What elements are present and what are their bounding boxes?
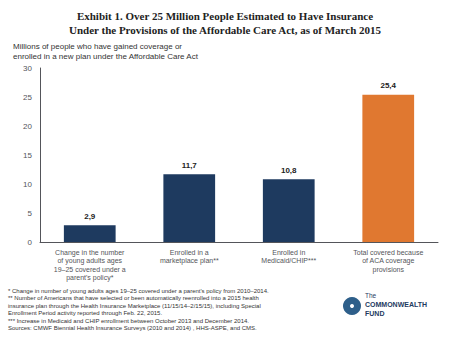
svg-text:insurance plan through the Hea: insurance plan through the Health Insura… [8, 303, 261, 309]
svg-text:5: 5 [28, 209, 33, 218]
svg-text:Medicaid/CHIP***: Medicaid/CHIP*** [261, 257, 316, 264]
svg-text:25,4: 25,4 [380, 81, 396, 90]
svg-text:0: 0 [28, 238, 33, 247]
svg-text:10,8: 10,8 [281, 166, 297, 175]
svg-text:10: 10 [23, 180, 32, 189]
svg-text:The: The [365, 292, 377, 299]
svg-text:2,9: 2,9 [84, 212, 96, 221]
svg-text:provisions: provisions [372, 266, 404, 274]
svg-text:Total covered because: Total covered because [353, 249, 423, 256]
svg-text:Enrolled in: Enrolled in [272, 249, 305, 256]
svg-text:Sources: CMWF Biennial Health: Sources: CMWF Biennial Health Insurance … [8, 325, 257, 331]
svg-text:15: 15 [23, 151, 32, 160]
svg-text:20: 20 [23, 122, 32, 131]
svg-text:Exhibit 1. Over 25 Million Peo: Exhibit 1. Over 25 Million People Estima… [77, 10, 373, 22]
svg-text:of young adults ages: of young adults ages [57, 257, 122, 265]
svg-text:* Change in number of young ad: * Change in number of young adults ages … [8, 288, 269, 294]
svg-text:19–25 covered under a: 19–25 covered under a [54, 266, 126, 273]
svg-text:COMMONWEALTH: COMMONWEALTH [365, 301, 427, 308]
svg-text:** Number of Americans that ha: ** Number of Americans that have selecte… [8, 295, 259, 301]
svg-text:Enrollment Period activity rep: Enrollment Period activity reported thro… [8, 310, 162, 316]
svg-text:Under the Provisions of the Af: Under the Provisions of the Affordable C… [69, 24, 382, 36]
svg-text:Millions of people who have ga: Millions of people who have gained cover… [13, 42, 182, 51]
svg-text:Enrolled in a: Enrolled in a [170, 249, 209, 256]
svg-text:parent's policy*: parent's policy* [66, 274, 114, 282]
svg-text:25: 25 [23, 93, 32, 102]
svg-text:11,7: 11,7 [182, 161, 198, 170]
svg-text:of ACA coverage: of ACA coverage [362, 257, 414, 265]
svg-text:30: 30 [23, 64, 32, 73]
svg-text:enrolled in a new plan under t: enrolled in a new plan under the Afforda… [13, 52, 199, 61]
svg-text:*** Increase in Medicaid and C: *** Increase in Medicaid and CHIP enroll… [8, 318, 249, 324]
svg-text:FUND: FUND [365, 310, 384, 317]
svg-text:Change in the number: Change in the number [55, 249, 125, 257]
svg-text:marketplace plan**: marketplace plan** [160, 257, 219, 265]
